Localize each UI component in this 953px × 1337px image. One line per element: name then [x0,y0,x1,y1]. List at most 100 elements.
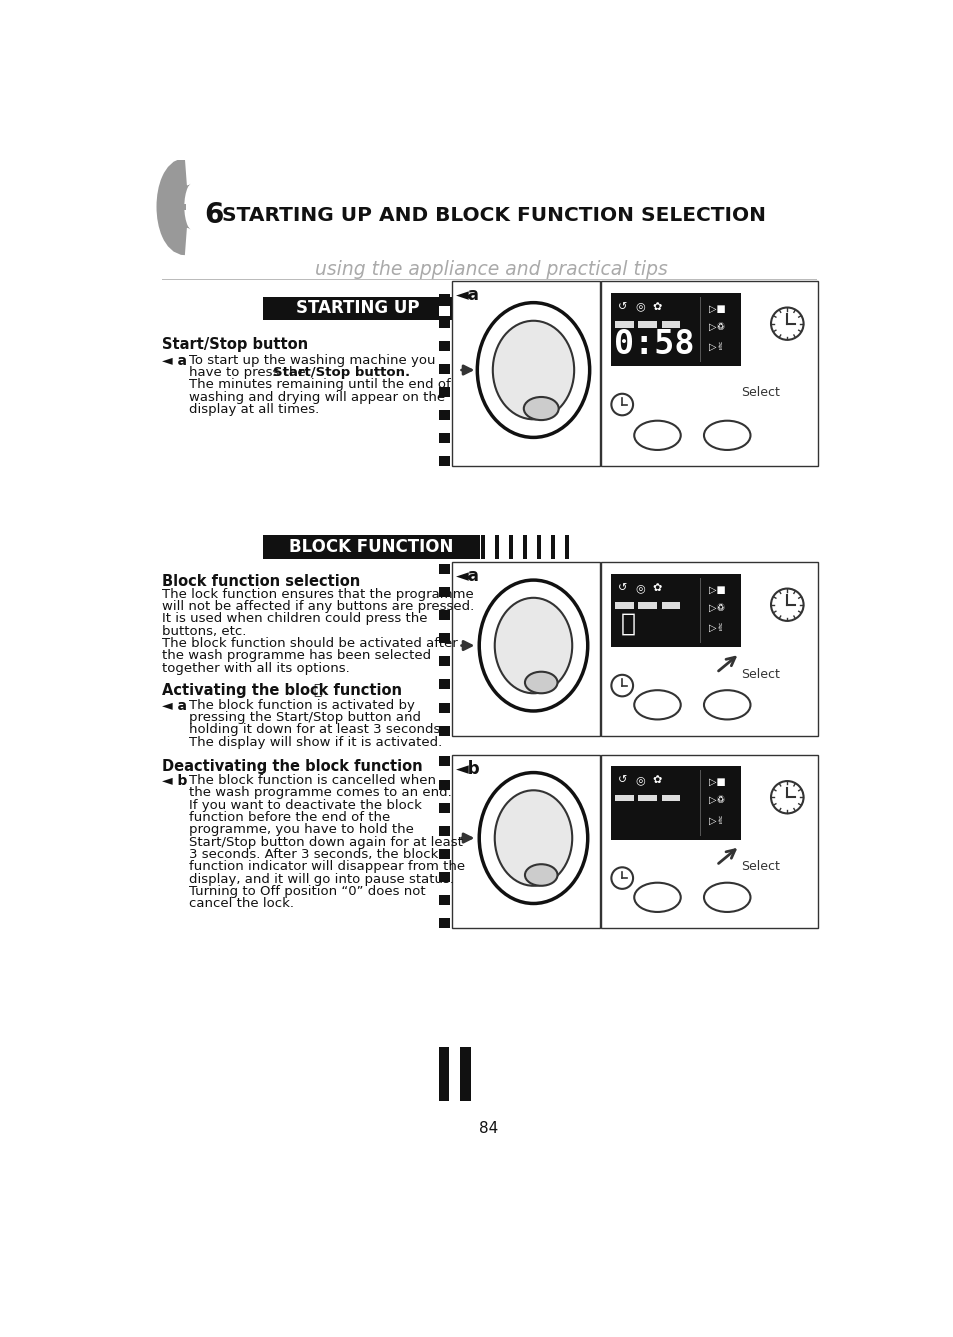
Text: STARTING UP: STARTING UP [295,299,419,317]
Bar [438,872,450,882]
Ellipse shape [524,671,557,694]
Bar [438,861,450,870]
Ellipse shape [495,598,572,694]
Text: ↺: ↺ [618,583,627,592]
Bar [438,398,450,408]
Text: Select: Select [740,386,780,400]
Text: Select: Select [740,860,780,873]
Text: ◄b: ◄b [456,759,480,778]
Text: The block function is cancelled when: The block function is cancelled when [189,774,436,787]
Text: Activating the block function: Activating the block function [162,683,401,698]
Text: 0:58: 0:58 [614,328,694,361]
Text: ▷✌: ▷✌ [708,342,723,352]
Text: BLOCK FUNCTION: BLOCK FUNCTION [289,537,453,556]
Bar [438,329,450,340]
Bar [438,779,450,790]
Text: 6: 6 [204,201,224,229]
Bar [502,297,506,320]
Text: ◄ a: ◄ a [162,354,187,368]
Text: ▷♽: ▷♽ [708,796,724,806]
Bar [438,792,450,801]
Bar [438,564,450,574]
Text: ◎: ◎ [635,583,644,592]
Text: Turning to Off position “0” does not: Turning to Off position “0” does not [189,885,425,898]
Bar [537,535,540,559]
Ellipse shape [523,397,558,420]
Text: ◎: ◎ [635,775,644,785]
Bar [438,679,450,690]
Bar [530,297,534,320]
Bar [481,297,485,320]
Bar [438,691,450,701]
Bar [522,535,526,559]
Bar [438,341,450,350]
Bar [615,796,633,801]
Text: display, and it will go into pause status.: display, and it will go into pause statu… [189,873,454,885]
Text: have to press the: have to press the [189,366,310,378]
Bar [699,770,700,836]
Bar [661,796,679,801]
Bar [438,837,450,848]
Bar [438,599,450,608]
Bar [438,894,450,905]
Bar [438,445,450,455]
Bar [564,535,568,559]
Text: ✿: ✿ [652,302,661,312]
Text: 3 seconds. After 3 seconds, the block: 3 seconds. After 3 seconds, the block [189,848,438,861]
Text: Select: Select [740,667,780,681]
Bar [438,767,450,778]
Text: ↺: ↺ [618,302,627,312]
Text: Deactivating the block function: Deactivating the block function [162,758,422,774]
Bar [615,603,633,608]
Bar [438,364,450,374]
Text: using the appliance and practical tips: using the appliance and practical tips [314,261,667,279]
Bar [438,884,450,893]
Text: It is used when children could press the: It is used when children could press the [162,612,427,626]
Bar [501,535,505,559]
Bar [488,535,492,559]
Bar [438,410,450,420]
Text: the wash programme has been selected: the wash programme has been selected [162,650,431,662]
Text: ◄a: ◄a [456,567,479,586]
Bar [438,421,450,432]
Text: Start/Stop button down again for at least: Start/Stop button down again for at leas… [189,836,462,849]
Bar [460,297,464,320]
Bar [496,297,499,320]
Bar [638,796,657,801]
Bar [452,755,599,928]
Bar [438,622,450,631]
Ellipse shape [524,864,557,886]
Text: Start/Stop button.: Start/Stop button. [273,366,410,378]
Bar [699,578,700,643]
Bar [438,726,450,735]
Bar [611,574,740,647]
Text: ▷■: ▷■ [708,777,725,787]
Bar [537,297,541,320]
Bar [438,587,450,598]
Text: ✿: ✿ [652,583,661,592]
Text: washing and drying will appear on the: washing and drying will appear on the [189,390,445,404]
Text: function before the end of the: function before the end of the [189,812,390,824]
Bar [452,563,599,735]
Text: cancel the lock.: cancel the lock. [189,897,294,910]
Bar [262,535,479,559]
Bar [438,757,450,766]
Text: The block function should be activated after: The block function should be activated a… [162,636,457,650]
Text: 🔒: 🔒 [620,611,636,635]
Text: ▷✌: ▷✌ [708,623,723,632]
Text: function indicator will disappear from the: function indicator will disappear from t… [189,861,465,873]
Bar [661,603,679,608]
Text: Start/Stop button: Start/Stop button [162,337,308,352]
Text: buttons, etc.: buttons, etc. [162,624,246,638]
Bar [543,535,547,559]
Text: ↺: ↺ [618,775,627,785]
Bar [438,714,450,725]
Text: ▷♽: ▷♽ [708,603,724,614]
Bar [523,297,527,320]
Text: the wash programme comes to an end.: the wash programme comes to an end. [189,786,452,800]
Text: ▷✌: ▷✌ [708,816,723,825]
Text: ▷■: ▷■ [708,584,725,595]
Bar [438,306,450,316]
Bar [438,294,450,305]
Bar [638,603,657,608]
